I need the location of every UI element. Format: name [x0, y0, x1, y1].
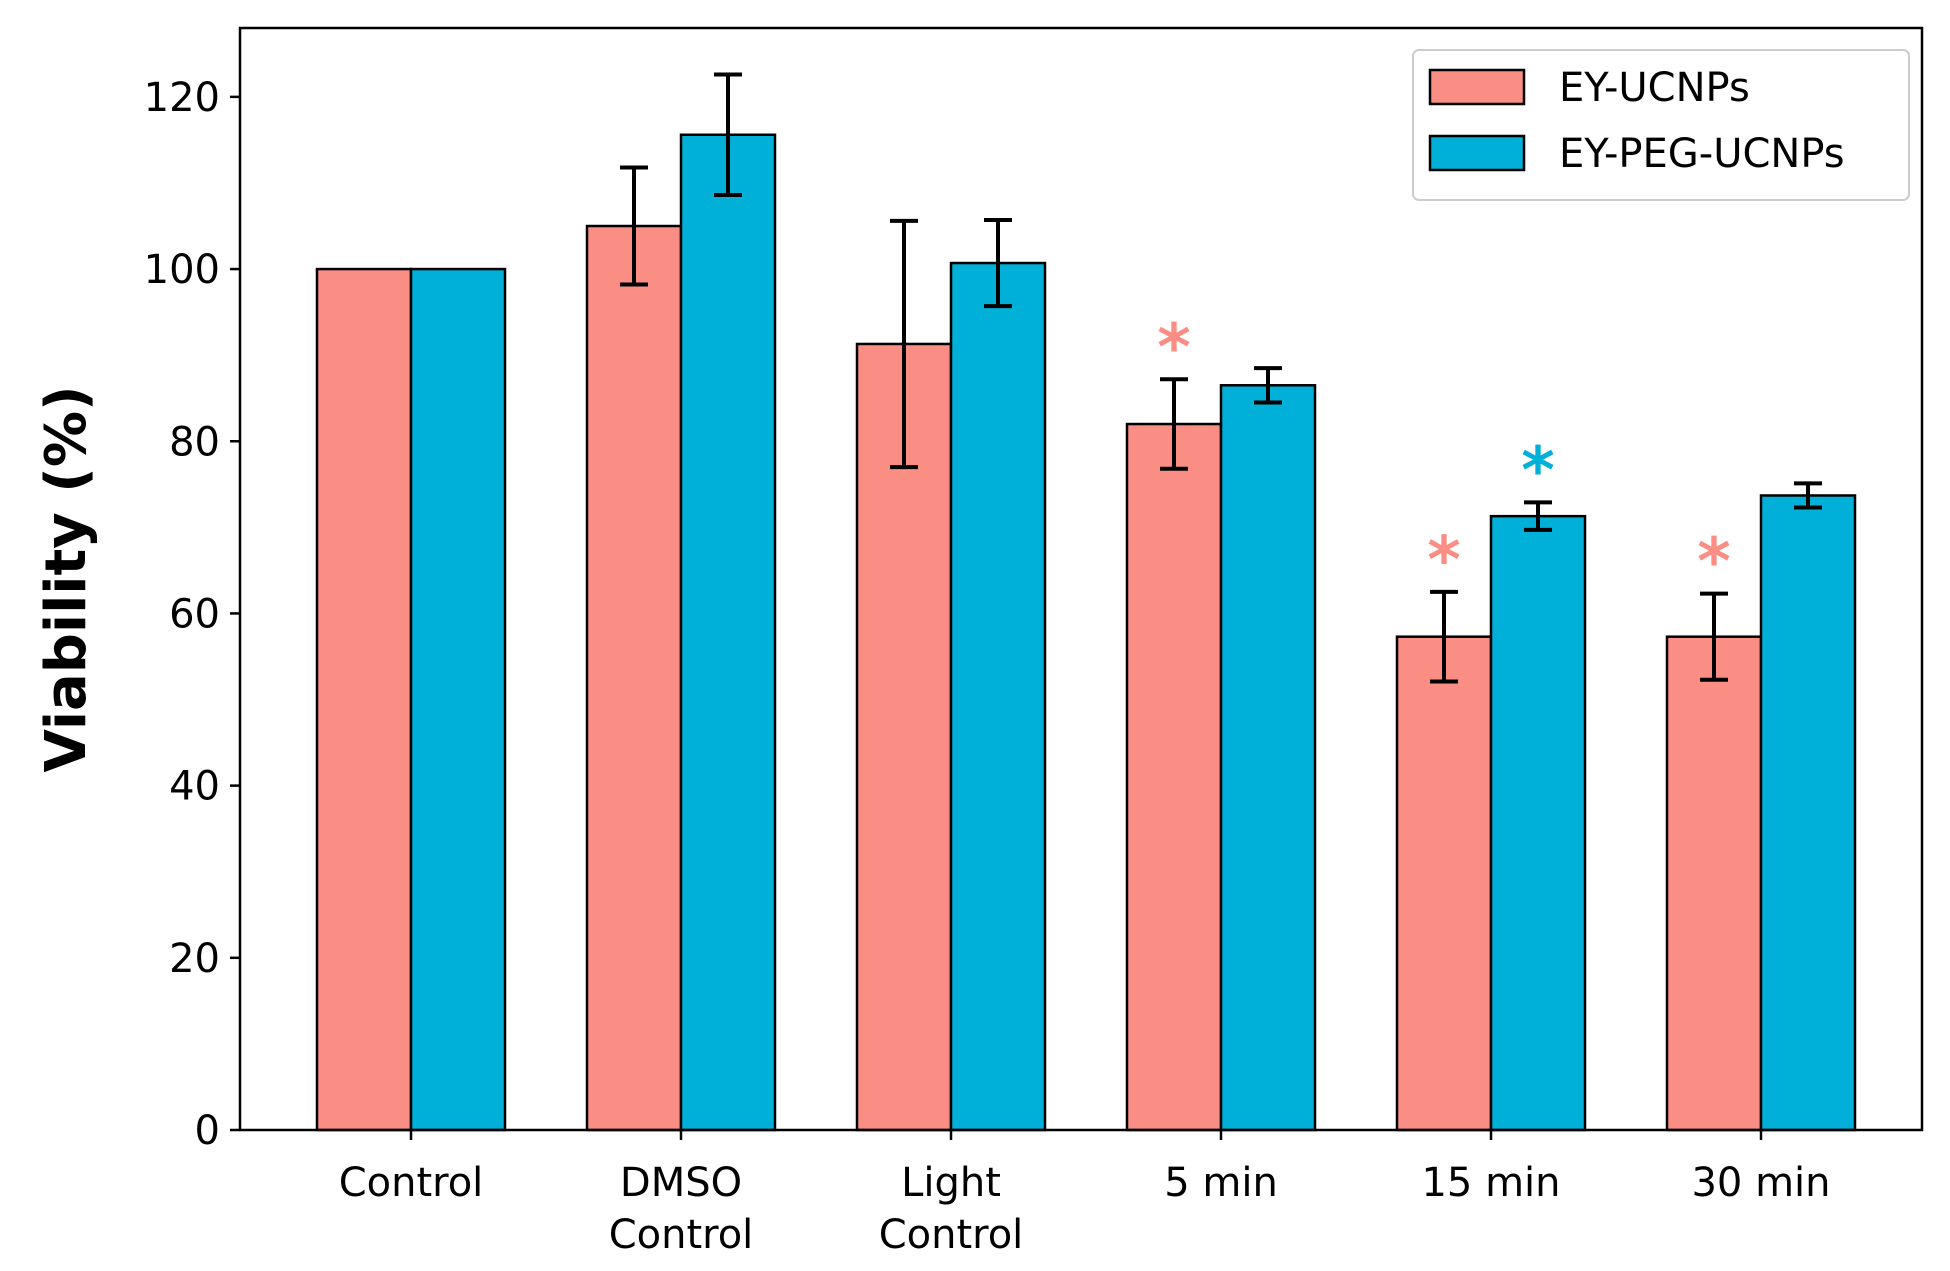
bar-ey-ucnps [1395, 635, 1493, 1132]
bar-ey-peg-ucnps [409, 267, 507, 1132]
bar-ey-peg-ucnps [1219, 384, 1317, 1132]
y-tick-label: 80 [169, 419, 220, 465]
x-tick-label: DMSO [620, 1160, 742, 1206]
x-tick-label: Light [901, 1160, 1001, 1206]
plot-frame [238, 26, 1924, 1132]
legend[interactable]: EY-UCNPs EY-PEG-UCNPs [1412, 49, 1910, 201]
significance-star: * [1521, 434, 1554, 508]
x-tick-label: 5 min [1164, 1160, 1278, 1206]
significance-star: * [1427, 524, 1460, 598]
legend-label: EY-PEG-UCNPs [1559, 131, 1845, 177]
y-tick-label: 20 [169, 936, 220, 982]
y-tick-label: 40 [169, 764, 220, 810]
y-axis: 0 20 40 60 80 100 120 [144, 75, 240, 1154]
x-axis: Control DMSO Control Light Control 5 min 15 mi… [339, 1130, 1831, 1258]
plot-area [240, 28, 1922, 1130]
legend-swatch [1428, 134, 1526, 172]
y-tick-label: 0 [195, 1108, 220, 1154]
bar-ey-peg-ucnps [679, 133, 777, 1132]
bar-ey-peg-ucnps [1489, 514, 1587, 1132]
x-tick-label: 15 min [1421, 1160, 1560, 1206]
y-axis-title: Viability (%) [34, 385, 99, 772]
legend-label: EY-UCNPs [1559, 65, 1750, 111]
bar-ey-ucnps [315, 267, 413, 1132]
bar-ey-peg-ucnps [1759, 494, 1857, 1132]
x-tick-label: Control [879, 1212, 1024, 1258]
y-tick-label: 100 [144, 247, 220, 293]
bar-ey-peg-ucnps [949, 261, 1047, 1132]
bars-layer [315, 133, 1857, 1132]
bar-ey-ucnps [585, 224, 683, 1132]
significance-star: * [1157, 311, 1190, 385]
legend-frame [1412, 49, 1910, 201]
significance-markers: * * * * [1157, 311, 1730, 599]
error-bars-layer [620, 72, 1822, 684]
legend-swatch [1428, 68, 1526, 106]
bar-ey-ucnps [1665, 635, 1763, 1132]
significance-star: * [1697, 526, 1730, 600]
x-tick-label: Control [339, 1160, 484, 1206]
x-tick-label: Control [609, 1212, 754, 1258]
x-tick-label: 30 min [1691, 1160, 1830, 1206]
y-tick-label: 60 [169, 591, 220, 637]
y-tick-label: 120 [144, 75, 220, 121]
bar-ey-ucnps [1125, 422, 1223, 1132]
